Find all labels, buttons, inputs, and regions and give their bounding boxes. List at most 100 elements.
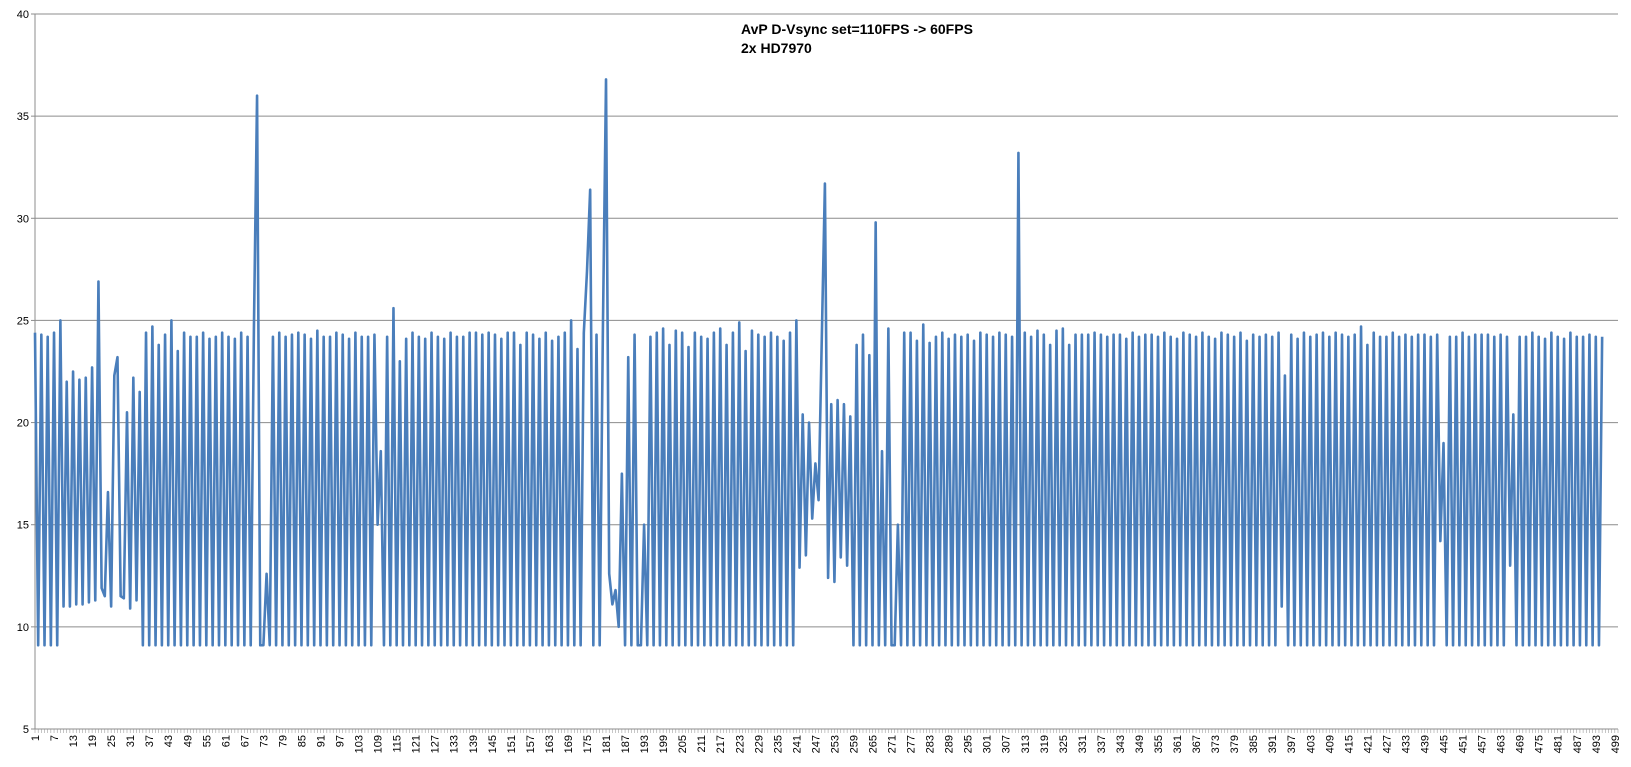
x-tick-label: 61	[220, 735, 232, 747]
x-tick-label: 367	[1191, 735, 1203, 753]
x-tick-label: 115	[392, 735, 404, 753]
x-tick-label: 187	[620, 735, 632, 753]
x-tick-label: 391	[1267, 735, 1279, 753]
x-tick-label: 427	[1381, 735, 1393, 753]
x-tick-label: 139	[468, 735, 480, 753]
x-tick-marks	[34, 729, 1619, 733]
x-tick-label: 55	[201, 735, 213, 747]
x-tick-label: 97	[335, 735, 347, 747]
x-tick-label: 379	[1229, 735, 1241, 753]
x-tick-label: 241	[791, 735, 803, 753]
x-tick-label: 343	[1115, 735, 1127, 753]
x-tick-label: 331	[1077, 735, 1089, 753]
x-tick-label: 67	[239, 735, 251, 747]
x-tick-label: 271	[887, 735, 899, 753]
x-tick-label: 19	[87, 735, 99, 747]
y-tick-label: 35	[17, 111, 29, 123]
x-tick-label: 31	[125, 735, 137, 747]
x-tick-label: 415	[1343, 735, 1355, 753]
x-tick-label: 457	[1477, 735, 1489, 753]
x-tick-label: 199	[658, 735, 670, 753]
x-tick-label: 37	[144, 735, 156, 747]
x-tick-label: 337	[1096, 735, 1108, 753]
x-tick-label: 43	[163, 735, 175, 747]
x-tick-label: 295	[963, 735, 975, 753]
x-tick-label: 373	[1210, 735, 1222, 753]
x-tick-labels: 1 7 13 19 25 31 37 43 49 55 61 67 73 79 85 91 97 103 109 11…	[30, 735, 1622, 753]
x-tick-label: 325	[1058, 735, 1070, 753]
x-tick-label: 301	[982, 735, 994, 753]
x-tick-label: 493	[1591, 735, 1603, 753]
x-tick-label: 145	[487, 735, 499, 753]
x-tick-label: 229	[753, 735, 765, 753]
x-tick-label: 25	[106, 735, 118, 747]
x-tick-label: 73	[258, 735, 270, 747]
x-tick-label: 319	[1039, 735, 1051, 753]
x-tick-label: 403	[1305, 735, 1317, 753]
x-tick-label: 253	[829, 735, 841, 753]
x-tick-label: 451	[1458, 735, 1470, 753]
x-tick-label: 463	[1496, 735, 1508, 753]
y-tick-label: 10	[17, 622, 29, 634]
x-tick-label: 169	[563, 735, 575, 753]
x-tick-label: 433	[1400, 735, 1412, 753]
x-tick-label: 397	[1286, 735, 1298, 753]
x-tick-label: 151	[506, 735, 518, 753]
x-tick-label: 127	[430, 735, 442, 753]
x-tick-label: 175	[582, 735, 594, 753]
x-tick-label: 439	[1419, 735, 1431, 753]
x-tick-label: 361	[1172, 735, 1184, 753]
y-tick-label: 40	[17, 9, 29, 21]
x-tick-label: 385	[1248, 735, 1260, 753]
chart-subtitle: 2x HD7970	[741, 40, 812, 56]
x-tick-label: 103	[354, 735, 366, 753]
x-tick-label: 109	[373, 735, 385, 753]
x-tick-label: 193	[639, 735, 651, 753]
x-tick-label: 283	[925, 735, 937, 753]
x-tick-label: 259	[848, 735, 860, 753]
x-tick-label: 235	[772, 735, 784, 753]
x-tick-label: 1	[30, 735, 42, 741]
x-tick-label: 7	[49, 735, 61, 741]
x-tick-label: 79	[277, 735, 289, 747]
y-tick-labels: 5 10 15 20 25 30 35 40	[17, 9, 29, 736]
y-tick-label: 25	[17, 315, 29, 327]
x-tick-label: 313	[1020, 735, 1032, 753]
y-tick-label: 20	[17, 418, 29, 430]
x-tick-label: 133	[449, 735, 461, 753]
x-tick-label: 469	[1515, 735, 1527, 753]
x-tick-label: 85	[296, 735, 308, 747]
x-tick-label: 205	[677, 735, 689, 753]
x-tick-label: 157	[525, 735, 537, 753]
x-tick-label: 421	[1362, 735, 1374, 753]
x-tick-label: 289	[944, 735, 956, 753]
x-tick-label: 475	[1534, 735, 1546, 753]
x-tick-label: 49	[182, 735, 194, 747]
x-tick-label: 409	[1324, 735, 1336, 753]
chart-title: AvP D-Vsync set=110FPS -> 60FPS	[741, 21, 973, 37]
axes	[31, 13, 1619, 733]
x-tick-label: 487	[1572, 735, 1584, 753]
y-tick-label: 30	[17, 213, 29, 225]
x-tick-label: 163	[544, 735, 556, 753]
x-tick-label: 265	[867, 735, 879, 753]
x-tick-label: 223	[734, 735, 746, 753]
x-tick-label: 211	[696, 735, 708, 753]
x-tick-label: 217	[715, 735, 727, 753]
x-tick-label: 445	[1439, 735, 1451, 753]
x-tick-label: 481	[1553, 735, 1565, 753]
x-tick-label: 13	[68, 735, 80, 747]
x-tick-label: 499	[1610, 735, 1622, 753]
y-tick-label: 5	[23, 724, 29, 736]
x-tick-label: 121	[411, 735, 423, 753]
y-tick-label: 15	[17, 520, 29, 532]
x-tick-label: 181	[601, 735, 613, 753]
series-lines	[33, 78, 1604, 647]
x-tick-label: 247	[810, 735, 822, 753]
x-tick-label: 355	[1153, 735, 1165, 753]
x-tick-label: 349	[1134, 735, 1146, 753]
x-tick-label: 307	[1001, 735, 1013, 753]
series-line	[33, 78, 1604, 647]
